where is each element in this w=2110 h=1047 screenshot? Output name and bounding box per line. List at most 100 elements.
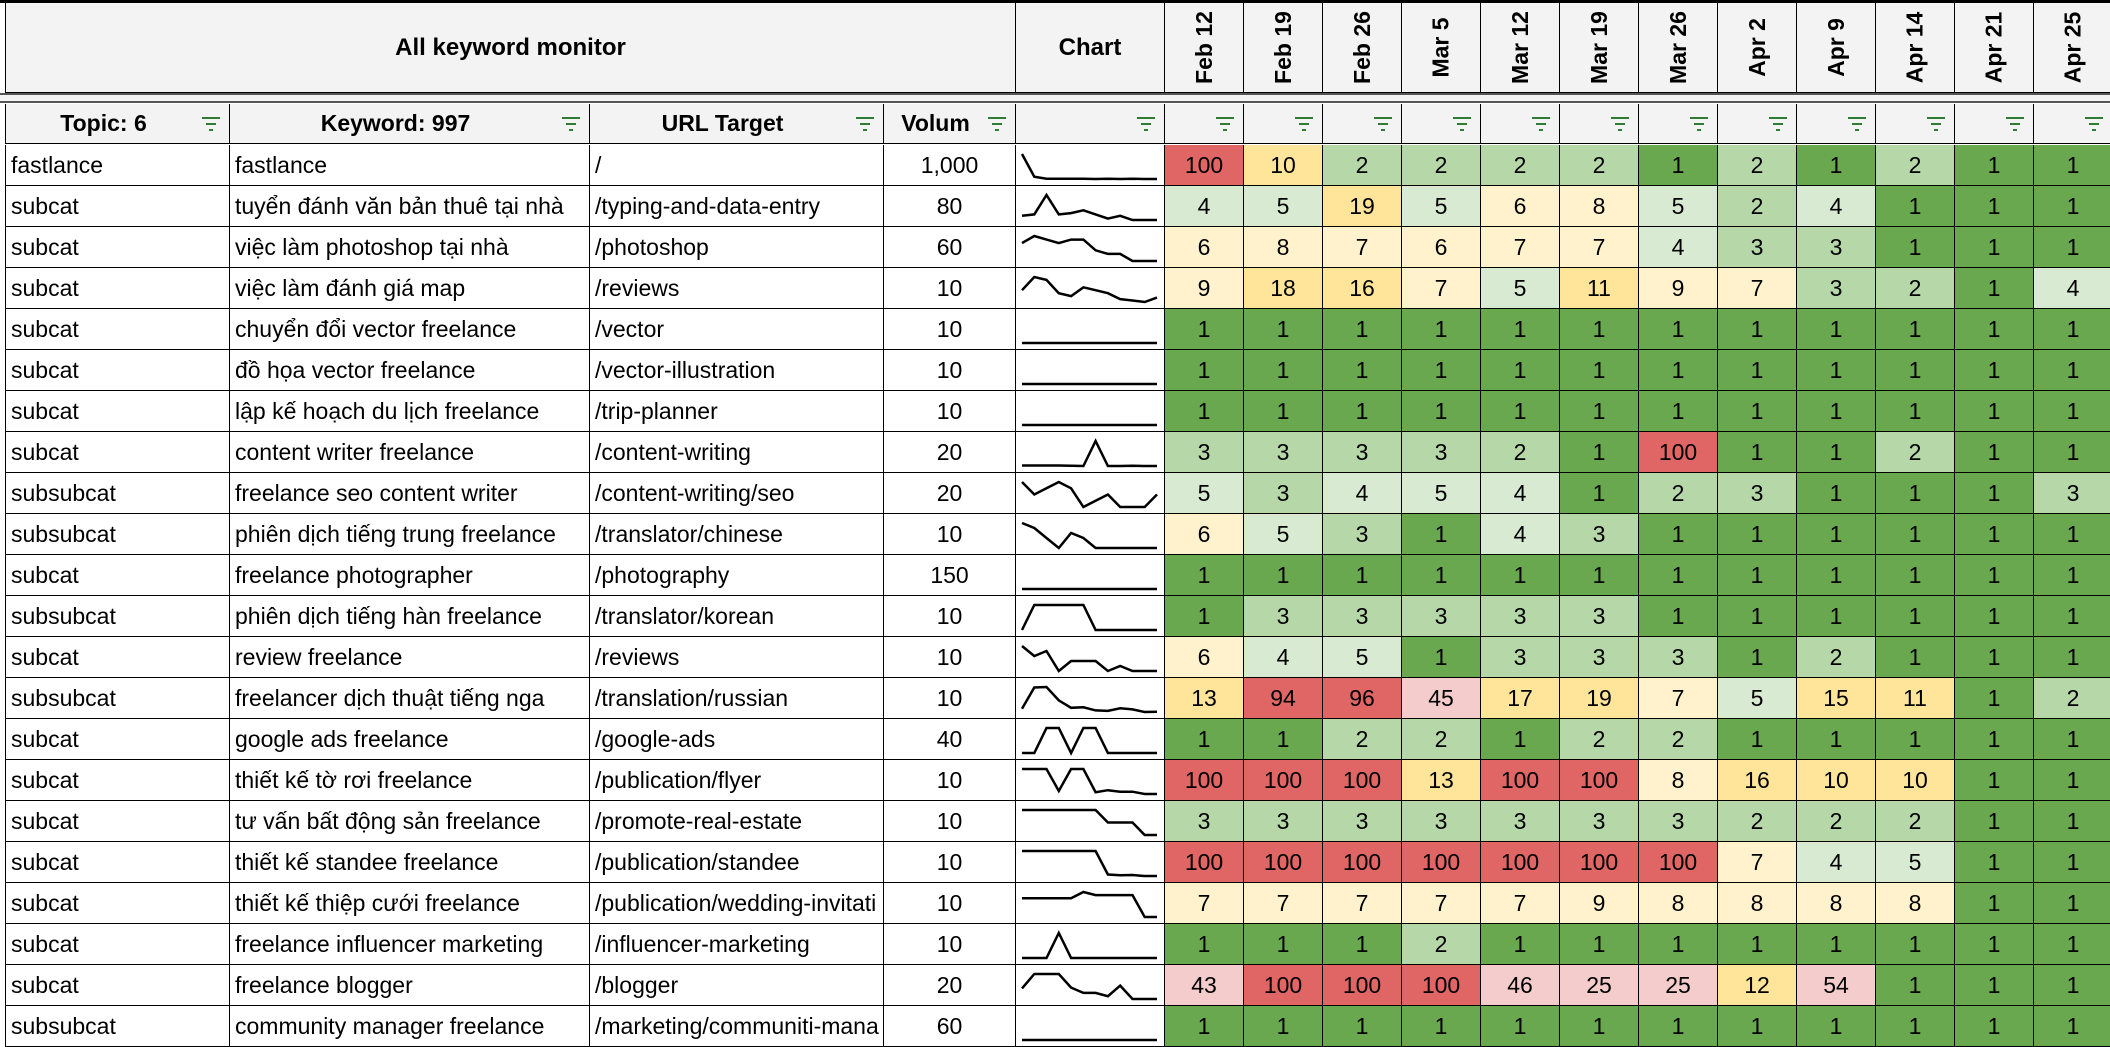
rank-cell[interactable]: 1 xyxy=(2034,514,2110,555)
topic-cell[interactable]: subsubcat xyxy=(5,473,230,514)
rank-cell[interactable]: 2 xyxy=(2034,678,2110,719)
rank-cell[interactable]: 1 xyxy=(1323,924,1402,965)
rank-cell[interactable]: 16 xyxy=(1323,268,1402,309)
date-column-filter[interactable] xyxy=(1718,104,1797,144)
date-column-filter[interactable] xyxy=(1560,104,1639,144)
rank-cell[interactable]: 1 xyxy=(1639,309,1718,350)
rank-cell[interactable]: 1 xyxy=(1481,1006,1560,1047)
filter-icon[interactable] xyxy=(1452,116,1472,132)
rank-cell[interactable]: 5 xyxy=(1876,842,1955,883)
url-cell[interactable]: /publication/wedding-invitati xyxy=(590,883,884,924)
topic-cell[interactable]: subcat xyxy=(5,719,230,760)
rank-cell[interactable]: 1 xyxy=(2034,145,2110,186)
rank-cell[interactable]: 3 xyxy=(1797,227,1876,268)
rank-cell[interactable]: 1 xyxy=(2034,719,2110,760)
rank-cell[interactable]: 1 xyxy=(1165,719,1244,760)
rank-cell[interactable]: 1 xyxy=(2034,186,2110,227)
rank-cell[interactable]: 1 xyxy=(1718,309,1797,350)
rank-cell[interactable]: 1 xyxy=(1639,555,1718,596)
rank-cell[interactable]: 2 xyxy=(1323,145,1402,186)
topic-cell[interactable]: subcat xyxy=(5,186,230,227)
rank-cell[interactable]: 1 xyxy=(1718,514,1797,555)
rank-cell[interactable]: 1 xyxy=(1876,637,1955,678)
keyword-cell[interactable]: google ads freelance xyxy=(230,719,590,760)
rank-cell[interactable]: 3 xyxy=(1718,473,1797,514)
topic-cell[interactable]: subsubcat xyxy=(5,678,230,719)
keyword-cell[interactable]: thiết kế standee freelance xyxy=(230,842,590,883)
rank-cell[interactable]: 1 xyxy=(1955,637,2034,678)
rank-cell[interactable]: 2 xyxy=(1639,473,1718,514)
keyword-cell[interactable]: việc làm đánh giá map xyxy=(230,268,590,309)
rank-cell[interactable]: 5 xyxy=(1244,186,1323,227)
sparkline-cell[interactable] xyxy=(1016,432,1165,473)
rank-cell[interactable]: 1 xyxy=(2034,391,2110,432)
rank-cell[interactable]: 1 xyxy=(1718,924,1797,965)
keyword-cell[interactable]: đồ họa vector freelance xyxy=(230,350,590,391)
rank-cell[interactable]: 13 xyxy=(1165,678,1244,719)
rank-cell[interactable]: 2 xyxy=(1797,637,1876,678)
filter-icon[interactable] xyxy=(1689,116,1709,132)
rank-cell[interactable]: 2 xyxy=(1876,268,1955,309)
rank-cell[interactable]: 17 xyxy=(1481,678,1560,719)
rank-cell[interactable]: 3 xyxy=(1244,801,1323,842)
rank-cell[interactable]: 1 xyxy=(1876,965,1955,1006)
volume-cell[interactable]: 10 xyxy=(884,514,1016,555)
volume-column-header[interactable]: Volum xyxy=(884,104,1016,144)
sparkline-cell[interactable] xyxy=(1016,924,1165,965)
rank-cell[interactable]: 1 xyxy=(1955,883,2034,924)
rank-cell[interactable]: 1 xyxy=(1639,1006,1718,1047)
volume-cell[interactable]: 10 xyxy=(884,350,1016,391)
sparkline-cell[interactable] xyxy=(1016,801,1165,842)
rank-cell[interactable]: 5 xyxy=(1639,186,1718,227)
rank-cell[interactable]: 2 xyxy=(1876,801,1955,842)
rank-cell[interactable]: 1 xyxy=(1718,555,1797,596)
filter-icon[interactable] xyxy=(1847,116,1867,132)
rank-cell[interactable]: 1 xyxy=(1639,391,1718,432)
rank-cell[interactable]: 11 xyxy=(1560,268,1639,309)
rank-cell[interactable]: 7 xyxy=(1402,883,1481,924)
rank-cell[interactable]: 8 xyxy=(1560,186,1639,227)
rank-cell[interactable]: 2 xyxy=(1560,145,1639,186)
rank-cell[interactable]: 1 xyxy=(1165,596,1244,637)
rank-cell[interactable]: 1 xyxy=(2034,1006,2110,1047)
date-column-filter[interactable] xyxy=(1244,104,1323,144)
keyword-cell[interactable]: review freelance xyxy=(230,637,590,678)
rank-cell[interactable]: 100 xyxy=(1244,965,1323,1006)
url-cell[interactable]: /google-ads xyxy=(590,719,884,760)
rank-cell[interactable]: 1 xyxy=(1797,719,1876,760)
rank-cell[interactable]: 9 xyxy=(1165,268,1244,309)
rank-cell[interactable]: 1 xyxy=(1402,1006,1481,1047)
volume-cell[interactable]: 10 xyxy=(884,801,1016,842)
rank-cell[interactable]: 5 xyxy=(1244,514,1323,555)
keyword-cell[interactable]: content writer freelance xyxy=(230,432,590,473)
volume-cell[interactable]: 10 xyxy=(884,678,1016,719)
rank-cell[interactable]: 2 xyxy=(1718,801,1797,842)
keyword-cell[interactable]: thiết kế thiệp cưới freelance xyxy=(230,883,590,924)
topic-cell[interactable]: subcat xyxy=(5,350,230,391)
rank-cell[interactable]: 13 xyxy=(1402,760,1481,801)
volume-cell[interactable]: 10 xyxy=(884,842,1016,883)
topic-cell[interactable]: subsubcat xyxy=(5,596,230,637)
rank-cell[interactable]: 1 xyxy=(1797,555,1876,596)
rank-cell[interactable]: 3 xyxy=(1244,432,1323,473)
rank-cell[interactable]: 2 xyxy=(1718,145,1797,186)
rank-cell[interactable]: 8 xyxy=(1718,883,1797,924)
topic-cell[interactable]: subsubcat xyxy=(5,1006,230,1047)
volume-cell[interactable]: 10 xyxy=(884,268,1016,309)
rank-cell[interactable]: 1 xyxy=(1718,637,1797,678)
rank-cell[interactable]: 1 xyxy=(1639,596,1718,637)
chart-column-header[interactable] xyxy=(1016,104,1165,144)
url-cell[interactable]: /typing-and-data-entry xyxy=(590,186,884,227)
rank-cell[interactable]: 1 xyxy=(1165,309,1244,350)
rank-cell[interactable]: 2 xyxy=(1639,719,1718,760)
rank-cell[interactable]: 6 xyxy=(1481,186,1560,227)
rank-cell[interactable]: 4 xyxy=(1639,227,1718,268)
rank-cell[interactable]: 2 xyxy=(1481,432,1560,473)
rank-cell[interactable]: 10 xyxy=(1876,760,1955,801)
rank-cell[interactable]: 1 xyxy=(1955,145,2034,186)
rank-cell[interactable]: 2 xyxy=(1876,432,1955,473)
rank-cell[interactable]: 2 xyxy=(1323,719,1402,760)
rank-cell[interactable]: 1 xyxy=(1244,350,1323,391)
rank-cell[interactable]: 11 xyxy=(1876,678,1955,719)
rank-cell[interactable]: 4 xyxy=(1481,473,1560,514)
